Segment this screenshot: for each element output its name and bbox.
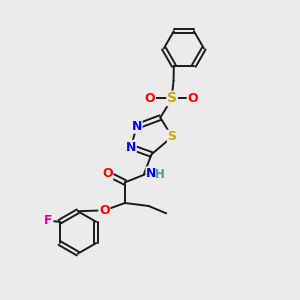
Text: N: N: [132, 120, 142, 133]
Text: N: N: [126, 141, 136, 154]
Text: N: N: [146, 167, 157, 180]
Text: O: O: [99, 204, 110, 217]
Text: F: F: [44, 214, 53, 227]
Text: H: H: [155, 168, 165, 181]
Text: O: O: [188, 92, 198, 105]
Text: O: O: [102, 167, 112, 180]
Text: S: S: [167, 92, 177, 106]
Text: O: O: [145, 92, 155, 105]
Text: S: S: [168, 130, 177, 143]
